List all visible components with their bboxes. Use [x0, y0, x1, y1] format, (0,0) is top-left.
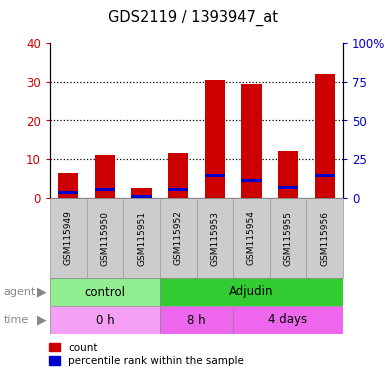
Text: agent: agent [4, 287, 36, 297]
Text: GSM115952: GSM115952 [174, 210, 183, 265]
Bar [306, 198, 343, 278]
Bar [196, 198, 233, 278]
Text: 4 days: 4 days [268, 313, 308, 326]
Bar [58, 191, 79, 194]
Bar [278, 186, 298, 189]
Bar [233, 198, 270, 278]
Bar [241, 179, 261, 182]
Bar [95, 156, 115, 198]
Bar [50, 198, 87, 278]
Bar [160, 306, 233, 334]
Text: GSM115950: GSM115950 [100, 210, 109, 265]
Bar [87, 198, 123, 278]
Text: GSM115955: GSM115955 [284, 210, 293, 265]
Text: control: control [84, 285, 126, 298]
Bar [58, 173, 79, 198]
Bar [168, 154, 188, 198]
Text: GSM115953: GSM115953 [210, 210, 219, 265]
Bar [123, 198, 160, 278]
Text: GSM115956: GSM115956 [320, 210, 329, 265]
Text: 8 h: 8 h [187, 313, 206, 326]
Bar [270, 198, 306, 278]
Bar [160, 278, 343, 306]
Bar [315, 74, 335, 198]
Text: ▶: ▶ [37, 285, 47, 298]
Bar [315, 174, 335, 177]
Bar [95, 188, 115, 191]
Bar [50, 278, 160, 306]
Bar [160, 198, 196, 278]
Bar [132, 188, 152, 198]
Bar [241, 84, 261, 198]
Bar [278, 152, 298, 198]
Text: 0 h: 0 h [95, 313, 114, 326]
Bar [168, 188, 188, 191]
Text: ▶: ▶ [37, 313, 47, 326]
Bar [205, 80, 225, 198]
Text: GSM115951: GSM115951 [137, 210, 146, 265]
Text: GSM115954: GSM115954 [247, 210, 256, 265]
Text: Adjudin: Adjudin [229, 285, 274, 298]
Text: time: time [4, 315, 29, 325]
Legend: count, percentile rank within the sample: count, percentile rank within the sample [45, 338, 248, 370]
Bar [132, 195, 152, 198]
Text: GSM115949: GSM115949 [64, 210, 73, 265]
Text: GDS2119 / 1393947_at: GDS2119 / 1393947_at [107, 10, 278, 26]
Bar [205, 174, 225, 177]
Bar [50, 306, 160, 334]
Bar [233, 306, 343, 334]
